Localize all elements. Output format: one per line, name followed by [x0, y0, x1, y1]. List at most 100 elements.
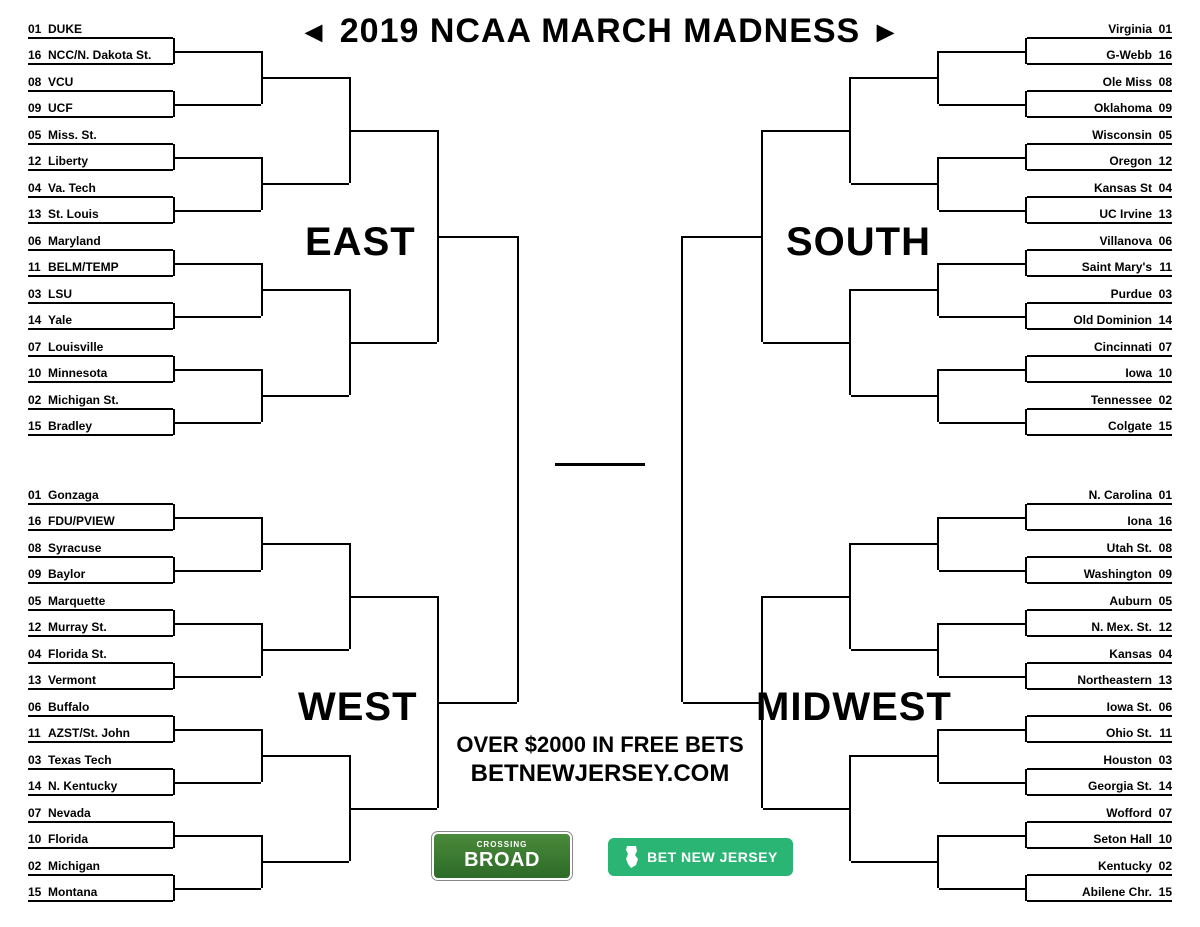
team-name: Abilene Chr.: [1027, 885, 1152, 899]
team-name: N. Carolina: [1027, 488, 1152, 502]
team-seed: 14: [28, 313, 48, 327]
bracket-line: [939, 51, 1027, 53]
team-seed: 07: [1152, 806, 1172, 820]
team-name: Kentucky: [1027, 859, 1152, 873]
team-row: 01N. Carolina: [1027, 478, 1172, 505]
team-row: 12Oregon: [1027, 145, 1172, 172]
team-name: Purdue: [1027, 287, 1152, 301]
team-name: Tennessee: [1027, 393, 1152, 407]
team-name: Iowa: [1027, 366, 1152, 380]
team-row: 11BELM/TEMP: [28, 251, 173, 278]
team-name: VCU: [48, 75, 173, 89]
team-row: 06Buffalo: [28, 690, 173, 717]
bracket-line: [261, 395, 349, 397]
team-row: 02Kentucky: [1027, 849, 1172, 876]
team-row: 16NCC/N. Dakota St.: [28, 39, 173, 66]
bracket-line: [763, 342, 851, 344]
team-name: Villanova: [1027, 234, 1152, 248]
bracket-line: [851, 649, 939, 651]
team-name: BELM/TEMP: [48, 260, 173, 274]
team-name: Wisconsin: [1027, 128, 1152, 142]
team-name: Buffalo: [48, 700, 173, 714]
bracket-line: [173, 369, 261, 371]
team-row: 11Saint Mary's: [1027, 251, 1172, 278]
team-row: 02Michigan St.: [28, 383, 173, 410]
team-row: 04Kansas: [1027, 637, 1172, 664]
bracket-line: [851, 861, 939, 863]
region-label-south: SOUTH: [786, 220, 931, 265]
team-seed: 07: [1152, 340, 1172, 354]
team-seed: 12: [1152, 620, 1172, 634]
team-row: 14Yale: [28, 304, 173, 331]
team-seed: 03: [28, 287, 48, 301]
team-row: 01Gonzaga: [28, 478, 173, 505]
team-seed: 01: [28, 22, 48, 36]
team-seed: 09: [28, 101, 48, 115]
bracket-line: [939, 369, 1027, 371]
team-name: Vermont: [48, 673, 173, 687]
team-seed: 04: [28, 647, 48, 661]
arrow-right-icon: ►: [871, 16, 902, 49]
bracket-line: [851, 395, 939, 397]
team-row: 06Iowa St.: [1027, 690, 1172, 717]
teams-col-south: 01Virginia16G-Webb08Ole Miss09Oklahoma05…: [1027, 12, 1172, 436]
team-row: 05Miss. St.: [28, 118, 173, 145]
bracket-line: [261, 649, 349, 651]
page-title: ◄ 2019 NCAA MARCH MADNESS ►: [0, 12, 1200, 51]
team-name: Kansas: [1027, 647, 1152, 661]
bracket-line: [763, 130, 851, 132]
team-seed: 05: [1152, 128, 1172, 142]
team-seed: 01: [28, 488, 48, 502]
team-name: Ole Miss: [1027, 75, 1152, 89]
team-seed: 02: [28, 393, 48, 407]
bracket-line: [939, 888, 1027, 890]
team-row: 07Cincinnati: [1027, 330, 1172, 357]
team-seed: 06: [1152, 234, 1172, 248]
team-row: 04Kansas St: [1027, 171, 1172, 198]
team-seed: 15: [1152, 419, 1172, 433]
team-row: 16FDU/PVIEW: [28, 505, 173, 532]
teams-col-midwest: 01N. Carolina16Iona08Utah St.09Washingto…: [1027, 478, 1172, 902]
bracket-line: [851, 289, 939, 291]
team-row: 05Auburn: [1027, 584, 1172, 611]
bracket-line: [349, 596, 437, 598]
team-seed: 15: [28, 419, 48, 433]
bracket-line: [261, 289, 349, 291]
team-row: 01DUKE: [28, 12, 173, 39]
region-label-east: EAST: [305, 220, 416, 265]
team-name: Yale: [48, 313, 173, 327]
nj-state-icon: [623, 845, 641, 869]
bracket-line: [173, 835, 261, 837]
team-seed: 06: [28, 234, 48, 248]
team-seed: 12: [1152, 154, 1172, 168]
team-name: Oklahoma: [1027, 101, 1152, 115]
team-name: Florida: [48, 832, 173, 846]
team-row: 10Seton Hall: [1027, 823, 1172, 850]
team-row: 10Minnesota: [28, 357, 173, 384]
team-name: Murray St.: [48, 620, 173, 634]
title-text: 2019 NCAA MARCH MADNESS: [340, 12, 860, 50]
team-seed: 12: [28, 620, 48, 634]
team-seed: 07: [28, 806, 48, 820]
bracket-line: [939, 729, 1027, 731]
team-name: Nevada: [48, 806, 173, 820]
bracket-line: [939, 104, 1027, 106]
bracket-line: [173, 316, 261, 318]
team-name: Washington: [1027, 567, 1152, 581]
team-row: 12Liberty: [28, 145, 173, 172]
team-row: 03Purdue: [1027, 277, 1172, 304]
team-name: Seton Hall: [1027, 832, 1152, 846]
team-row: 10Florida: [28, 823, 173, 850]
team-row: 16G-Webb: [1027, 39, 1172, 66]
team-row: 09Washington: [1027, 558, 1172, 585]
team-row: 07Nevada: [28, 796, 173, 823]
team-name: Cincinnati: [1027, 340, 1152, 354]
team-name: St. Louis: [48, 207, 173, 221]
crossing-broad-logo: CROSSING BROAD: [432, 832, 572, 880]
team-row: 05Marquette: [28, 584, 173, 611]
team-row: 15Abilene Chr.: [1027, 876, 1172, 903]
region-label-midwest: MIDWEST: [756, 685, 952, 730]
team-row: 13Vermont: [28, 664, 173, 691]
bracket-line: [349, 130, 437, 132]
team-name: Michigan St.: [48, 393, 173, 407]
